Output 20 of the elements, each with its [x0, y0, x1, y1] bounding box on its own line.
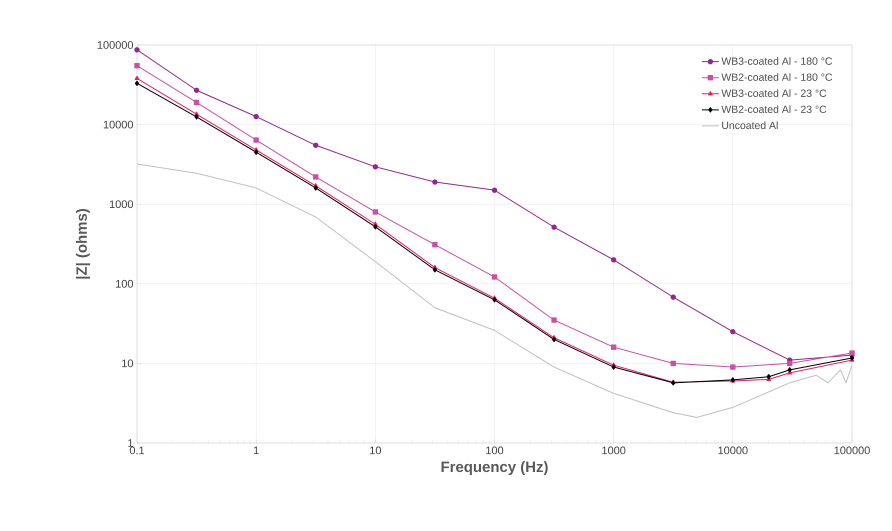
- y-tick-label: 1: [128, 439, 133, 447]
- y-axis-title: |Z| (ohms): [76, 209, 90, 279]
- x-axis-title: Frequency (Hz): [442, 461, 548, 476]
- y-tick-label: 10: [122, 360, 134, 368]
- y-tick-label: 100: [116, 280, 134, 288]
- legend-label: WB3-coated Al - 23 °C: [721, 89, 826, 97]
- x-tick-label: 10000: [718, 446, 748, 454]
- legend-label: WB2-coated Al - 23 °C: [721, 105, 826, 114]
- x-tick-label: 0.1: [130, 446, 144, 454]
- y-tick-label: 1000: [110, 200, 134, 208]
- x-tick-label: 100: [486, 446, 504, 454]
- x-tick-label: 10: [370, 446, 381, 454]
- x-tick-label: 100000: [834, 446, 870, 454]
- legend-label: WB3-coated Al - 180 °C: [721, 57, 832, 65]
- legend-label: Uncoated Al: [722, 121, 778, 130]
- y-tick-label: 10000: [104, 120, 134, 128]
- x-tick-label: 1: [254, 446, 259, 454]
- x-tick-label: 1000: [602, 446, 626, 454]
- y-tick-label: 100000: [98, 41, 134, 49]
- legend-label: WB2-coated Al - 180 °C: [721, 73, 832, 81]
